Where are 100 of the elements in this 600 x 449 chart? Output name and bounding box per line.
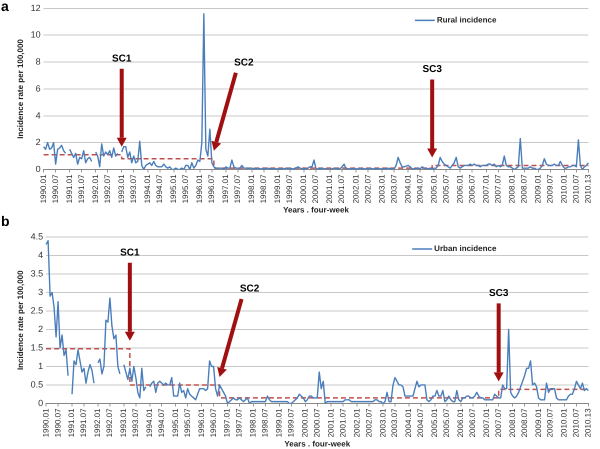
- x-tick-label: 1990.01: [41, 408, 50, 438]
- x-tick-label: 2008.01: [507, 174, 516, 204]
- x-tick-label: 2010.13: [584, 174, 593, 204]
- x-tick-label: 2008.07: [520, 174, 529, 204]
- x-tick-label: 2004.01: [404, 408, 414, 438]
- y-tick-label: 2.5: [30, 305, 44, 316]
- x-tick-label: 2007.07: [494, 408, 503, 438]
- x-tick-label: 2001.07: [337, 174, 346, 204]
- x-tick-label: 1997.01: [222, 408, 232, 438]
- x-tick-label: 1994.01: [144, 408, 154, 438]
- y-tick-label: 10: [30, 30, 41, 40]
- x-tick-label: 2010.13: [584, 408, 593, 438]
- x-tick-label: 1998.07: [260, 408, 270, 438]
- x-tick-label: 1993.07: [131, 408, 140, 438]
- x-tick-label: 2003.01: [377, 174, 386, 204]
- x-tick-label: 2007.07: [493, 174, 502, 204]
- x-tick-label: 1998.07: [259, 174, 268, 204]
- x-tick-label: 2001.01: [326, 408, 336, 438]
- x-tick-label: 1996.07: [207, 174, 216, 204]
- x-tick-label: 2009.01: [534, 408, 543, 438]
- y-tick-label: 1: [38, 360, 44, 371]
- x-tick-label: 1997.07: [234, 408, 244, 438]
- x-tick-label: 2006.07: [468, 408, 477, 438]
- x-tick-label: 2000.01: [300, 408, 310, 438]
- legend-label: Urban incidence: [434, 244, 497, 254]
- x-axis-title: Years . four-week: [283, 205, 350, 214]
- x-tick-label: 1992.07: [105, 408, 114, 438]
- x-tick-label: 1992.07: [102, 174, 112, 204]
- x-tick-label: 2009.01: [534, 174, 543, 204]
- x-tick-label: 1992.01: [90, 174, 100, 204]
- x-tick-label: 1991.01: [64, 174, 74, 204]
- x-tick-label: 1993.07: [128, 174, 138, 204]
- x-tick-label: 1999.07: [286, 408, 296, 438]
- y-tick-label: 4.5: [30, 231, 44, 242]
- x-tick-label: 1996.01: [196, 408, 206, 438]
- x-tick-label: 2002.01: [351, 174, 360, 204]
- y-tick-label: 0: [36, 164, 41, 174]
- x-tick-label: 2006.01: [455, 174, 464, 204]
- x-tick-label: 2010.01: [560, 408, 569, 438]
- x-tick-label: 2001.01: [325, 174, 334, 204]
- x-tick-label: 2007.01: [481, 174, 490, 204]
- x-tick-label: 2002.07: [363, 174, 372, 204]
- x-tick-label: 2005.01: [430, 408, 440, 438]
- annotation: SC1: [112, 53, 132, 64]
- x-tick-label: 2006.01: [456, 408, 466, 438]
- y-tick-label: 2: [38, 324, 44, 334]
- x-tick-label: 1999.01: [274, 408, 284, 438]
- y-tick-label: 4: [36, 110, 41, 120]
- y-tick-label: 12: [30, 2, 41, 13]
- x-tick-label: 2000.07: [312, 408, 322, 438]
- chart-title: a: [1, 0, 9, 14]
- x-tick-label: 2008.01: [508, 408, 517, 438]
- x-tick-label: 2006.07: [467, 174, 476, 204]
- x-tick-label: 2010.01: [560, 174, 569, 204]
- x-tick-label: 1997.07: [233, 174, 242, 204]
- x-tick-label: 2005.01: [429, 174, 438, 204]
- x-tick-label: 2005.07: [442, 408, 452, 438]
- chart-title: b: [1, 212, 10, 229]
- x-tick-label: 2004.01: [403, 174, 412, 204]
- annotation: SC3: [488, 288, 509, 300]
- x-tick-label: 2009.07: [546, 408, 555, 438]
- x-tick-label: 2003.07: [390, 408, 400, 438]
- y-tick-label: 3: [38, 286, 44, 297]
- x-tick-label: 2010.07: [572, 408, 581, 438]
- x-tick-label: 2008.07: [520, 408, 529, 438]
- x-tick-label: 1996.07: [208, 408, 218, 438]
- y-tick-label: 2: [36, 137, 41, 148]
- x-tick-label: 1994.07: [156, 408, 166, 438]
- legend-label: Rural incidence: [436, 16, 497, 25]
- x-tick-label: 2003.07: [389, 174, 398, 204]
- x-tick-label: 2005.07: [441, 174, 450, 204]
- x-tick-label: 1998.01: [248, 408, 258, 438]
- y-tick-label: 3.5: [30, 268, 44, 278]
- x-tick-label: 1992.01: [93, 408, 102, 438]
- x-tick-label: 2004.07: [416, 408, 426, 438]
- x-tick-label: 1994.07: [154, 174, 164, 204]
- x-tick-label: 2009.07: [546, 174, 555, 204]
- x-tick-label: 1991.01: [67, 408, 76, 438]
- y-tick-label: 1.5: [30, 342, 44, 352]
- x-tick-label: 1998.01: [247, 174, 256, 204]
- x-tick-label: 1995.01: [169, 174, 178, 204]
- x-tick-label: 2000.01: [299, 174, 308, 204]
- x-tick-label: 1991.07: [76, 174, 86, 204]
- y-tick-label: 6: [36, 83, 41, 94]
- x-tick-label: 2001.07: [338, 408, 348, 438]
- y-tick-label: 8: [36, 56, 41, 67]
- annotation: SC1: [120, 247, 140, 258]
- x-tick-label: 2002.01: [352, 408, 362, 438]
- x-tick-label: 2000.07: [311, 174, 320, 204]
- x-tick-label: 1999.07: [285, 174, 294, 204]
- x-tick-label: 1990.07: [53, 408, 62, 438]
- annotation: SC2: [240, 284, 260, 295]
- annotation: SC2: [234, 57, 254, 68]
- x-tick-label: 1991.07: [79, 408, 88, 438]
- y-tick-label: 0: [38, 398, 44, 408]
- x-tick-label: 1995.01: [170, 408, 180, 438]
- y-tick-label: 4: [38, 250, 44, 260]
- x-axis-title: Years . four-week: [284, 439, 351, 448]
- x-tick-label: 2007.01: [482, 408, 491, 438]
- x-tick-label: 1997.01: [221, 174, 230, 204]
